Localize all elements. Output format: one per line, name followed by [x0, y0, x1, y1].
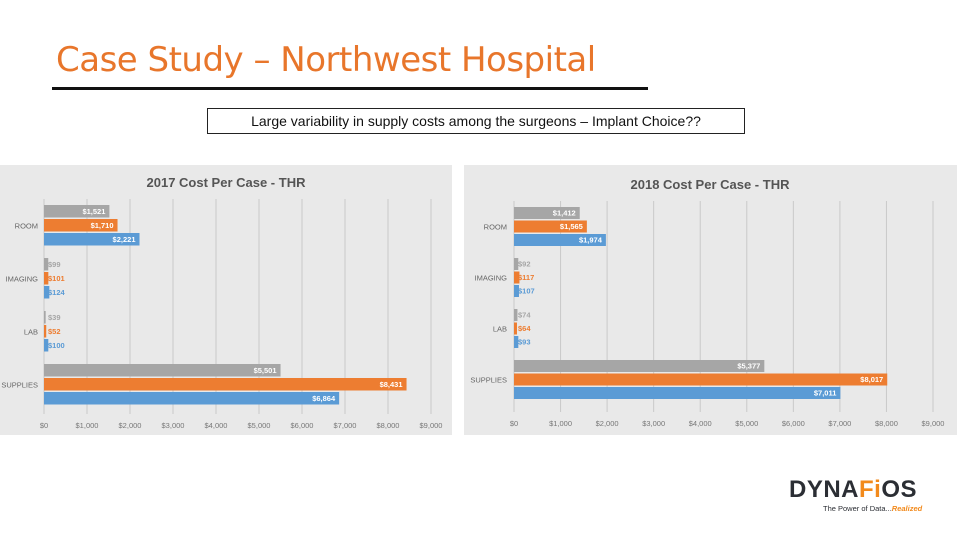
x-tick-label: $3,000 — [162, 421, 185, 430]
category-label: LAB — [493, 325, 507, 334]
chart-2018-cost-per-case: $0 $1,000 $2,000 $3,000 $4,000 $5,000 $6,000 $7… — [464, 165, 957, 435]
bar — [44, 392, 340, 405]
category-label: SUPPLIES — [470, 376, 507, 385]
bar — [514, 387, 841, 399]
bar — [44, 325, 47, 338]
x-tick-label: $1,000 — [549, 419, 572, 428]
category-label: IMAGING — [474, 274, 507, 283]
category-label: LAB — [24, 327, 38, 336]
x-tick-label: $8,000 — [875, 419, 898, 428]
data-label: $1,710 — [91, 221, 114, 230]
bar — [44, 311, 46, 324]
data-label: $39 — [48, 313, 61, 322]
x-tick-label: $2,000 — [119, 421, 142, 430]
data-label: $8,431 — [380, 380, 403, 389]
data-label: $2,221 — [113, 235, 136, 244]
logo-wordmark: DYNAFiOS — [789, 476, 918, 503]
data-label: $93 — [518, 338, 531, 347]
x-tick-label: $3,000 — [642, 419, 665, 428]
bar — [514, 373, 888, 386]
x-tick-label: $5,000 — [248, 421, 271, 430]
x-tick-label: $5,000 — [735, 419, 758, 428]
title-underline — [52, 87, 648, 90]
x-tick-label: $0 — [40, 421, 48, 430]
bar — [44, 219, 118, 232]
data-label: $1,974 — [579, 236, 603, 245]
category-label: ROOM — [15, 221, 38, 230]
bar — [514, 285, 519, 297]
x-tick-label: $7,000 — [334, 421, 357, 430]
data-label: $107 — [518, 287, 535, 296]
data-label: $5,501 — [254, 366, 277, 375]
slide-title: Case Study – Northwest Hospital — [56, 40, 596, 80]
bar — [44, 272, 49, 285]
x-tick-label: $4,000 — [205, 421, 228, 430]
bar — [44, 233, 140, 246]
bar — [514, 234, 606, 246]
x-tick-label: $4,000 — [689, 419, 712, 428]
chart-title: 2018 Cost Per Case - THR — [631, 177, 791, 192]
data-label: $6,864 — [312, 394, 336, 403]
data-label: $1,412 — [553, 209, 576, 218]
bar — [514, 271, 520, 284]
chart-2017-cost-per-case: $0 $1,000 $2,000 $3,000 $4,000 $5,000 $6,000 $7… — [0, 165, 452, 435]
dynafios-logo: DYNAFiOS The Power of Data...Realized — [787, 476, 927, 518]
bar — [514, 322, 517, 335]
data-label: $5,377 — [737, 362, 760, 371]
x-tick-label: $0 — [510, 419, 518, 428]
bar — [44, 286, 50, 299]
data-label: $101 — [48, 274, 65, 283]
data-label: $7,011 — [814, 389, 837, 398]
bar — [514, 360, 765, 372]
chart-2018-svg: $0 $1,000 $2,000 $3,000 $4,000 $5,000 $6,000 $7… — [470, 177, 945, 428]
bar — [514, 207, 580, 219]
x-tick-label: $1,000 — [76, 421, 99, 430]
bar — [44, 364, 281, 377]
callout-box: Large variability in supply costs among … — [207, 108, 745, 134]
x-tick-label: $9,000 — [420, 421, 443, 430]
data-label: $1,565 — [560, 222, 583, 231]
bar — [514, 220, 587, 233]
category-label: IMAGING — [5, 274, 38, 283]
data-label: $100 — [48, 341, 65, 350]
data-label: $52 — [48, 327, 61, 336]
x-tick-label: $9,000 — [922, 419, 945, 428]
bar — [514, 258, 519, 270]
x-tick-label: $2,000 — [596, 419, 619, 428]
chart-2017-svg: $0 $1,000 $2,000 $3,000 $4,000 $5,000 $6,000 $7… — [1, 175, 443, 430]
data-label: $124 — [48, 288, 66, 297]
bar — [514, 309, 518, 321]
bar — [44, 258, 49, 271]
logo-tagline: The Power of Data...Realized — [823, 504, 923, 513]
category-label: SUPPLIES — [1, 380, 38, 389]
x-tick-label: $7,000 — [828, 419, 851, 428]
data-label: $1,521 — [82, 207, 105, 216]
bar — [44, 378, 407, 391]
chart-title: 2017 Cost Per Case - THR — [147, 175, 307, 190]
bar — [44, 205, 110, 218]
x-tick-label: $6,000 — [782, 419, 805, 428]
data-label: $64 — [518, 324, 531, 333]
x-tick-label: $6,000 — [291, 421, 314, 430]
data-label: $74 — [518, 311, 531, 320]
data-label: $99 — [48, 260, 61, 269]
bar — [514, 336, 519, 348]
data-label: $92 — [518, 260, 531, 269]
data-label: $117 — [518, 273, 534, 282]
x-tick-label: $8,000 — [377, 421, 400, 430]
bar — [44, 339, 49, 352]
category-label: ROOM — [484, 223, 507, 232]
data-label: $8,017 — [860, 375, 883, 384]
